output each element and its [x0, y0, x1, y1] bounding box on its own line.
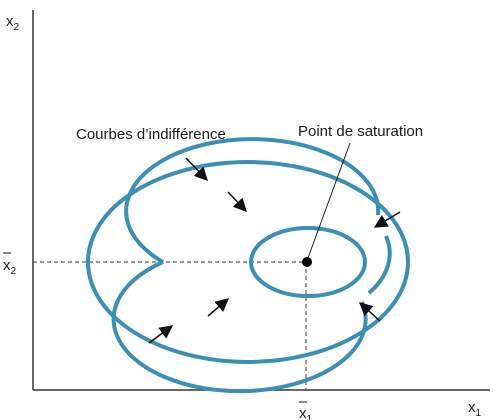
svg-text:x2: x2 [3, 257, 17, 277]
arrow-1 [185, 157, 208, 181]
arrow-6 [148, 325, 174, 344]
arrow-4 [358, 302, 381, 322]
saturation-label: Point de saturation [298, 123, 423, 140]
y-axis-label: x2 [6, 13, 20, 33]
arrow-5 [207, 298, 230, 317]
x-axis-label: x1 [468, 399, 482, 419]
svg-text:x1: x1 [299, 405, 313, 420]
arrow-3 [373, 211, 401, 228]
x1-bar-mark: x1 [299, 401, 313, 420]
indifference-curve-outer [85, 160, 411, 364]
indifference-curve-middle [111, 137, 392, 394]
x2-bar-mark: x2 [3, 252, 17, 277]
curves-label: Courbes d’indifférence [76, 126, 226, 143]
saturation-point [302, 257, 312, 267]
indifference-curve-inner [249, 226, 367, 298]
arrow-2 [227, 191, 247, 212]
saturation-leader-line [307, 142, 351, 259]
